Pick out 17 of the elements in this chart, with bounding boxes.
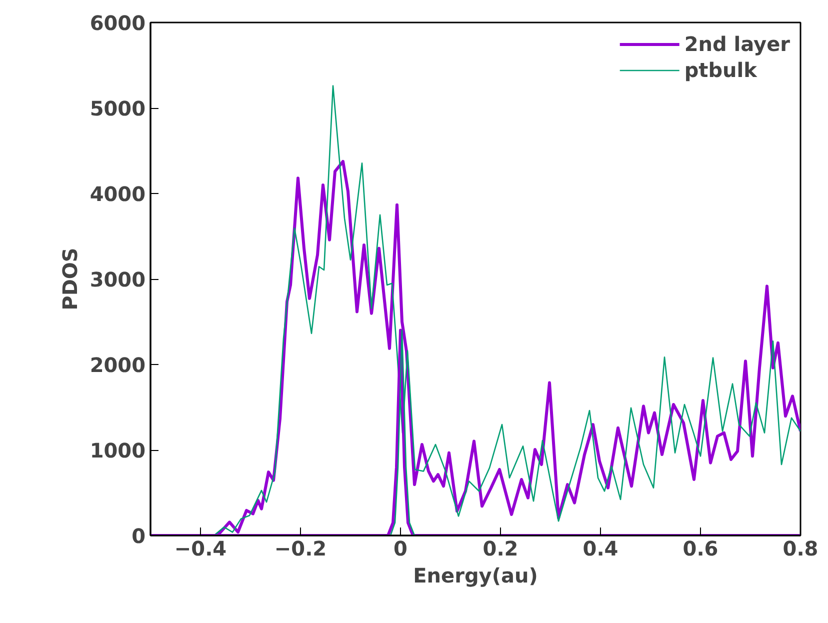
y-tick-label: 5000 — [90, 96, 146, 120]
x-axis-title: Energy(au) — [413, 564, 538, 588]
y-axis-title: PDOS — [58, 248, 82, 310]
x-tick-label: 0.4 — [582, 536, 618, 560]
x-tick-label: −0.4 — [174, 536, 227, 560]
x-tick-label: 0.8 — [782, 536, 818, 560]
y-tick-label: 4000 — [90, 182, 146, 206]
y-tick-label: 2000 — [90, 353, 146, 377]
x-tick-label: 0.2 — [482, 536, 518, 560]
x-tick-label: 0 — [394, 536, 408, 560]
y-tick-label: 6000 — [90, 11, 146, 35]
x-tick-label: 0.6 — [682, 536, 718, 560]
x-tick-label: −0.2 — [274, 536, 327, 560]
y-tick-label: 1000 — [90, 438, 146, 462]
legend-label: ptbulk — [684, 58, 757, 82]
y-tick-label: 3000 — [90, 268, 146, 292]
legend-label: 2nd layer — [684, 32, 790, 56]
